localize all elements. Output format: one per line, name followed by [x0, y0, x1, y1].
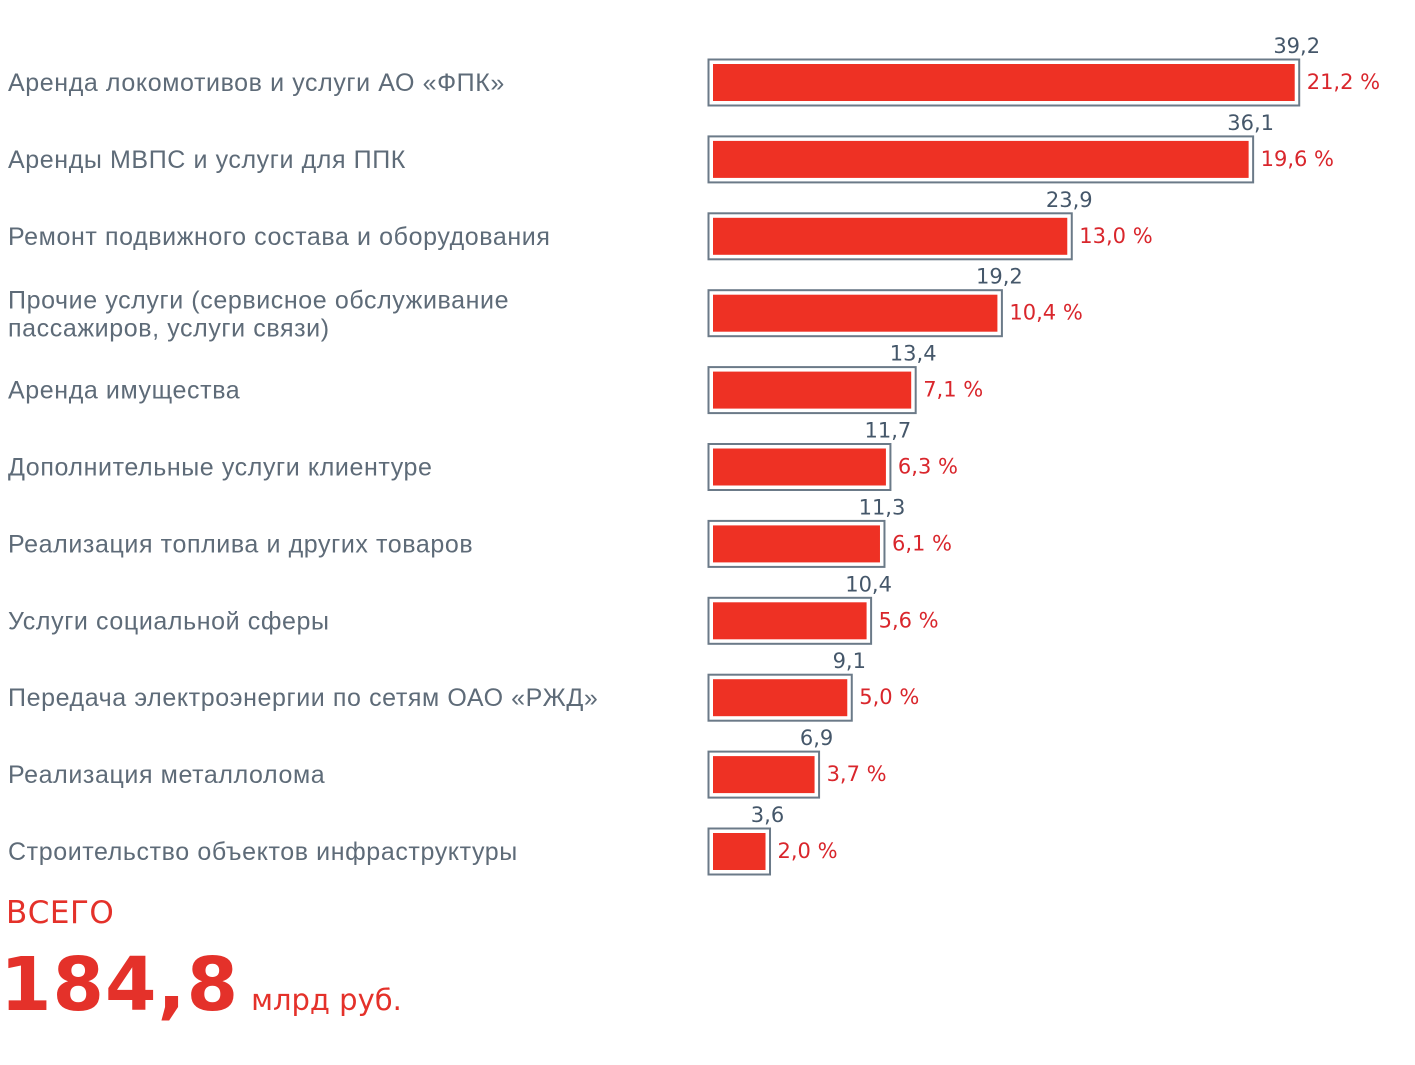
total-row: 184,8 млрд руб.: [0, 945, 402, 1025]
bar-value-label: 9,1: [833, 649, 866, 673]
bar: [713, 448, 886, 486]
bar: [713, 140, 1249, 178]
total-title: ВСЕГО: [6, 895, 115, 931]
bar-percent-label: 10,4 %: [1009, 301, 1082, 325]
bar-percent-label: 5,6 %: [879, 608, 939, 632]
bar-value-label: 6,9: [800, 726, 833, 750]
bar-value-label: 11,7: [865, 419, 912, 443]
bar-percent-label: 2,0 %: [778, 839, 838, 863]
category-label: Реализация топлива и других товаров: [8, 530, 473, 558]
bar: [713, 294, 998, 332]
bar-value-label: 3,6: [751, 803, 784, 827]
total-unit: млрд руб.: [251, 983, 402, 1017]
bar: [713, 371, 912, 409]
bar-percent-label: 19,6 %: [1261, 147, 1334, 171]
bar-value-label: 36,1: [1227, 111, 1274, 135]
category-label: Реализация металлолома: [8, 761, 325, 789]
bar-value-label: 13,4: [890, 342, 937, 366]
category-label: Аренда локомотивов и услуги АО «ФПК»: [8, 69, 505, 97]
category-label: Аренды МВПС и услуги для ППК: [8, 146, 406, 174]
bar-chart: 39,2 21,2 % Аренда локомотивов и услуги АО…: [8, 34, 1380, 876]
bar: [713, 525, 880, 563]
bar-value-label: 23,9: [1046, 188, 1093, 212]
total-value: 184,8: [0, 942, 240, 1028]
total-block: ВСЕГО 184,8 млрд руб.: [0, 893, 402, 1025]
bar-percent-label: 21,2 %: [1307, 70, 1380, 94]
category-label: Услуги социальной сферы: [8, 607, 330, 635]
bar-percent-label: 6,3 %: [898, 455, 958, 479]
category-label: Аренда имущества: [8, 377, 240, 405]
bar: [713, 756, 815, 794]
bar: [713, 602, 867, 640]
bar-value-label: 19,2: [976, 265, 1023, 289]
category-label: Передача электроэнергии по сетям ОАО «РЖ…: [8, 684, 598, 712]
category-label: пассажиров, услуги связи): [8, 315, 330, 343]
category-label: Прочие услуги (сервисное обслуживание: [8, 287, 509, 315]
category-label: Строительство объектов инфраструктуры: [8, 838, 518, 866]
bar-value-label: 11,3: [859, 495, 906, 519]
bar-percent-label: 7,1 %: [923, 378, 983, 402]
bar: [713, 679, 848, 717]
bar-value-label: 10,4: [845, 572, 892, 596]
bar-percent-label: 6,1 %: [892, 531, 952, 555]
category-label: Ремонт подвижного состава и оборудования: [8, 223, 551, 251]
bar: [713, 833, 766, 870]
bar-percent-label: 5,0 %: [859, 685, 919, 709]
bar-percent-label: 13,0 %: [1079, 224, 1152, 248]
bar-value-label: 39,2: [1273, 34, 1320, 58]
bar: [713, 217, 1068, 255]
bar-percent-label: 3,7 %: [827, 762, 887, 786]
category-label: Дополнительные услуги клиентуре: [8, 454, 433, 482]
bar: [713, 64, 1295, 101]
